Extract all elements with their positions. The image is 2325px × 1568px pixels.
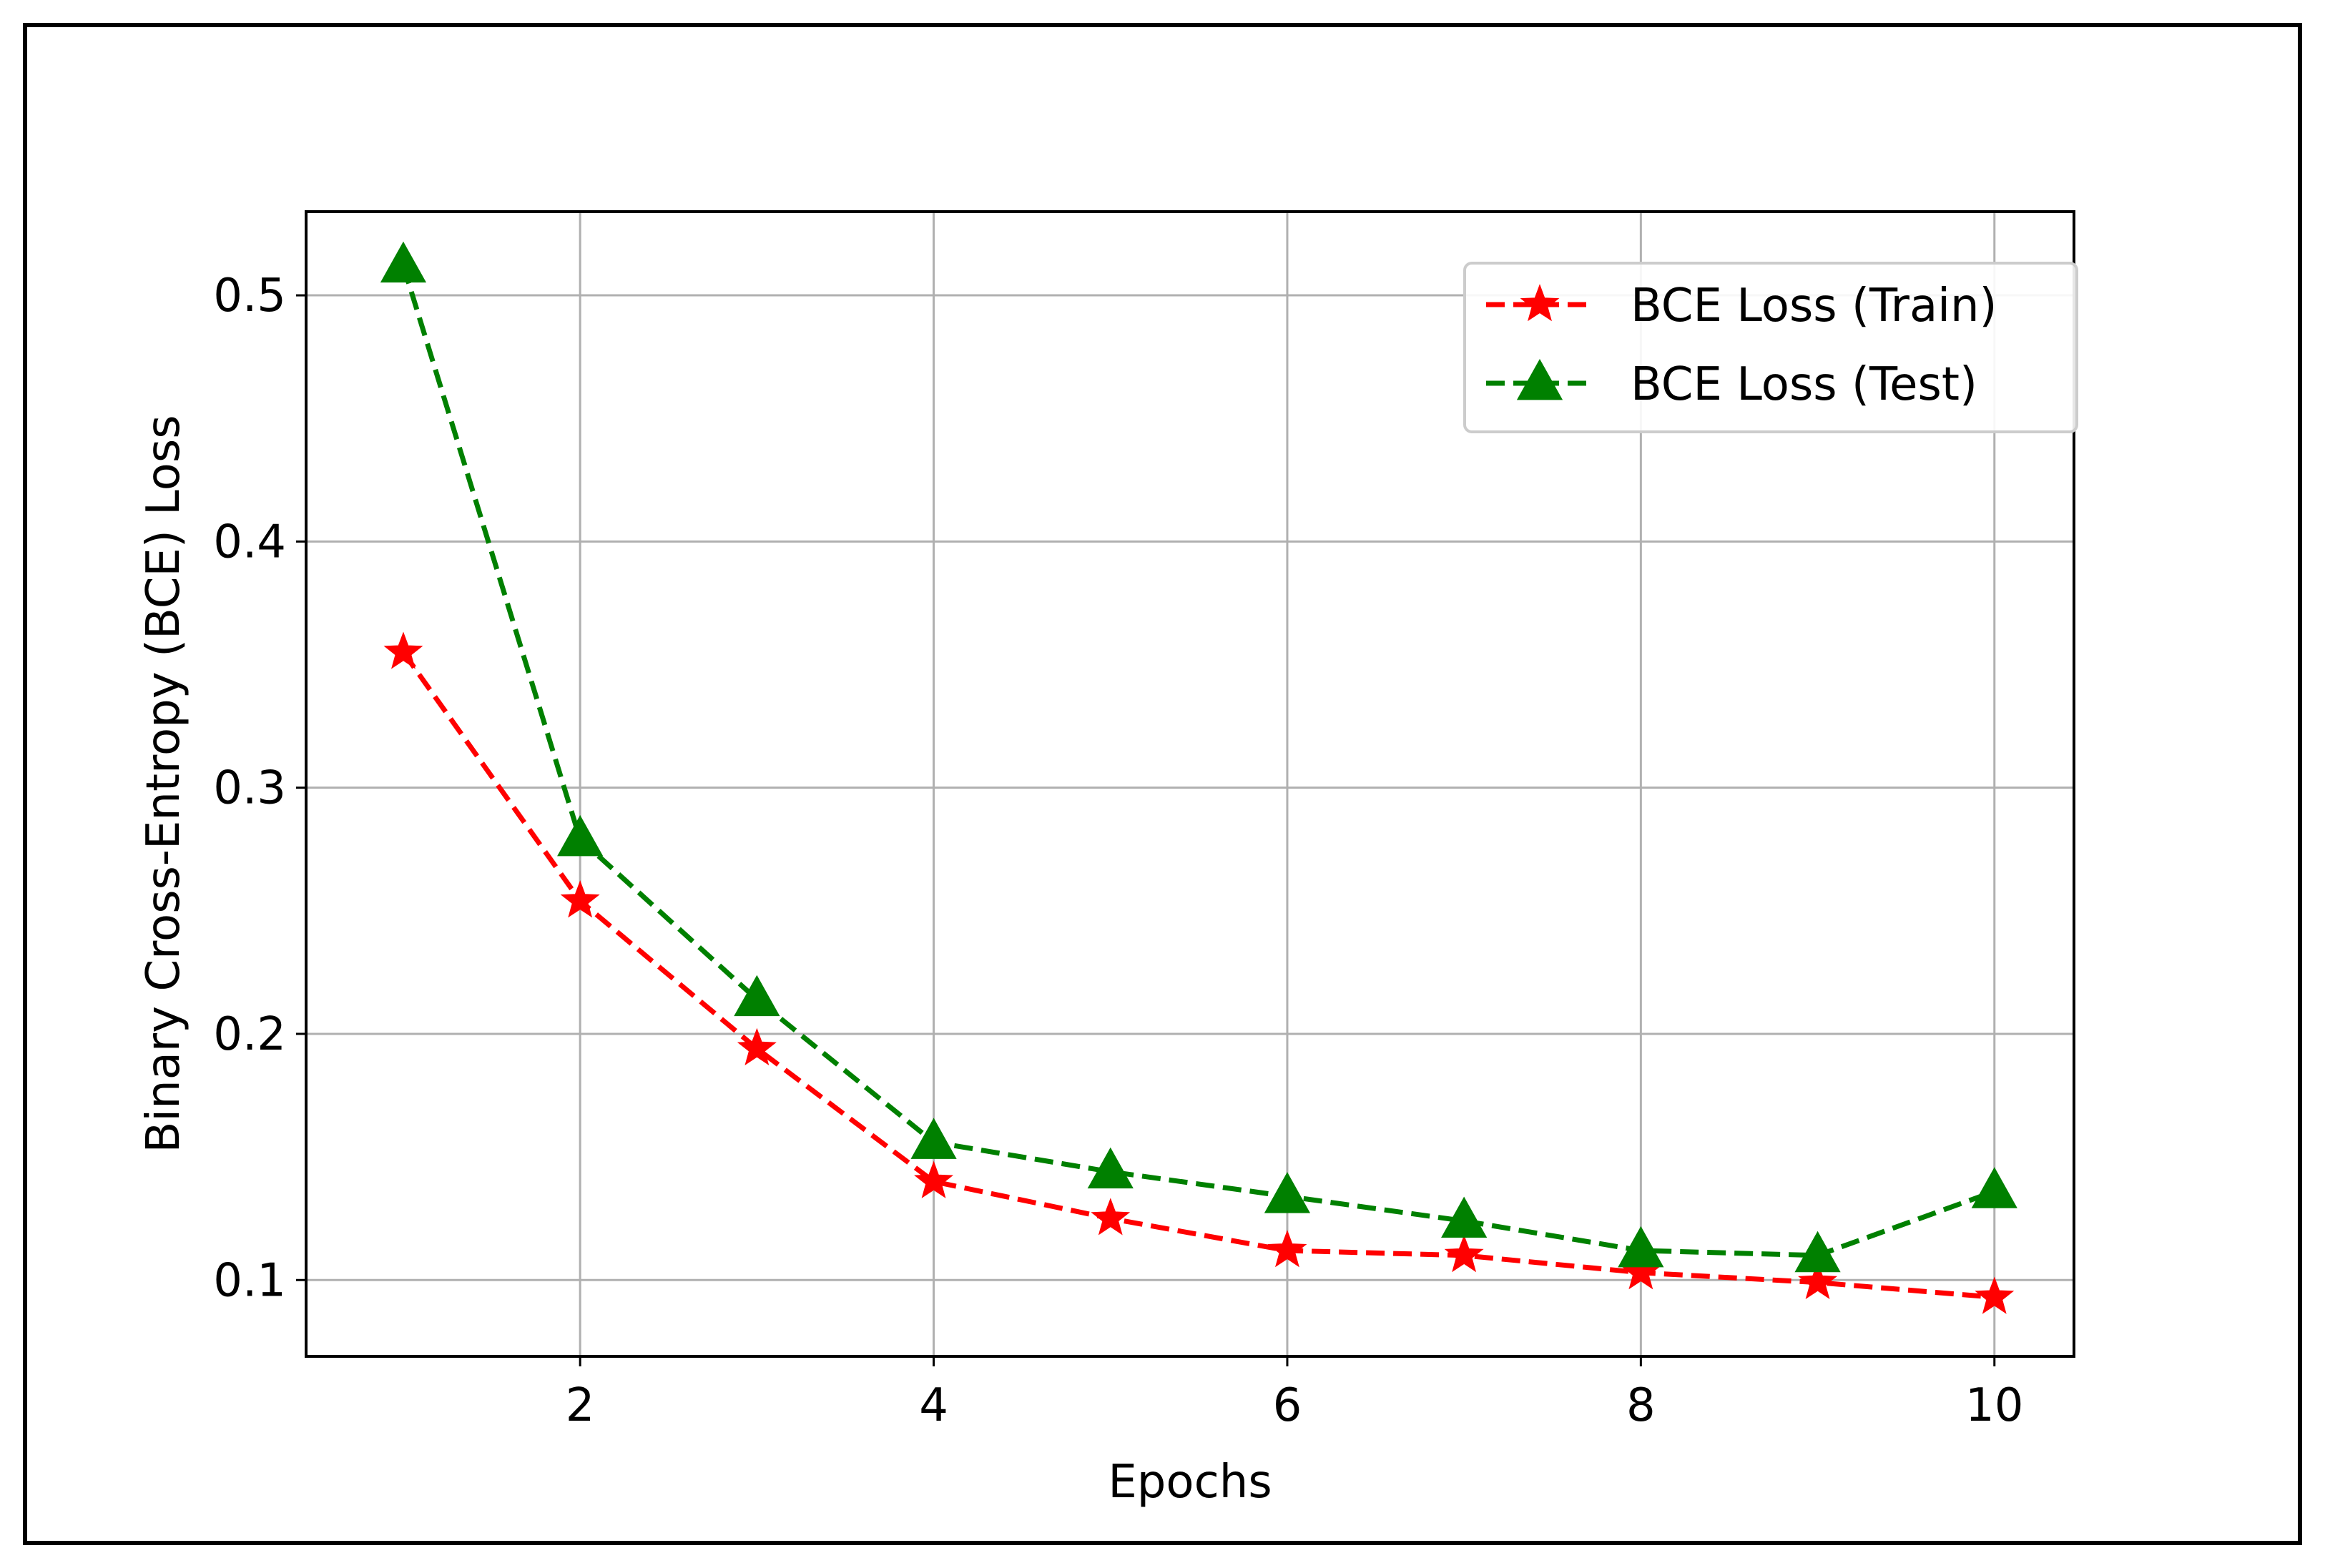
triangle-marker <box>557 814 604 857</box>
star-marker <box>1798 1261 1838 1300</box>
y-tick-label: 0.5 <box>213 270 286 322</box>
x-tick-label: 4 <box>919 1379 948 1432</box>
star-marker <box>1444 1234 1484 1273</box>
y-tick-label: 0.4 <box>213 516 286 568</box>
star-marker <box>560 880 600 918</box>
x-tick-label: 10 <box>1965 1379 2023 1432</box>
legend-label: BCE Loss (Train) <box>1631 280 1997 332</box>
ticks: 2 4 6 8 10 0.1 0.2 0.3 0.4 0.5 <box>213 270 2023 1432</box>
series-line <box>401 651 1995 1300</box>
triangle-marker <box>1971 1167 2017 1208</box>
star-icon <box>1520 284 1560 322</box>
triangle-marker <box>910 1118 957 1159</box>
series-test <box>380 241 2017 1273</box>
series-train <box>383 631 2015 1314</box>
series-line <box>400 265 1995 1258</box>
y-axis-label: Binary Cross-Entropy (BCE) Loss <box>137 415 190 1153</box>
triangle-icon <box>1516 358 1563 400</box>
figure-frame: 2 4 6 8 10 0.1 0.2 0.3 0.4 0.5 Epochs Binary Cros… <box>23 23 2302 1545</box>
triangle-marker <box>1087 1147 1134 1189</box>
star-marker <box>914 1160 954 1198</box>
star-marker <box>1091 1198 1131 1236</box>
triangle-marker <box>1441 1196 1488 1238</box>
legend-entry: BCE Loss (Test) <box>1486 358 1977 411</box>
triangle-marker <box>1264 1172 1311 1213</box>
legend-box <box>1463 262 2078 433</box>
x-axis-label: Epochs <box>1108 1456 1272 1509</box>
y-tick-label: 0.3 <box>213 762 286 815</box>
star-marker <box>383 631 423 669</box>
star-marker <box>737 1027 777 1066</box>
star-marker <box>1267 1230 1307 1268</box>
x-tick-label: 2 <box>566 1379 595 1432</box>
line-chart: 2 4 6 8 10 0.1 0.2 0.3 0.4 0.5 Epochs Binary Cros… <box>137 210 2078 1509</box>
x-tick-label: 6 <box>1273 1379 1302 1432</box>
y-tick-label: 0.1 <box>213 1254 286 1307</box>
star-marker <box>1975 1276 2015 1314</box>
legend-entry: BCE Loss (Train) <box>1486 280 1997 332</box>
triangle-marker <box>1794 1231 1841 1273</box>
triangle-marker <box>380 241 427 283</box>
triangle-marker <box>734 975 780 1017</box>
legend-label: BCE Loss (Test) <box>1631 358 1977 411</box>
x-tick-label: 8 <box>1626 1379 1656 1432</box>
legend: BCE Loss (Train) BCE Loss (Test) <box>1463 262 2078 433</box>
series-layer <box>380 241 2017 1314</box>
triangle-marker <box>1618 1226 1664 1268</box>
axes-frame <box>305 210 2075 1358</box>
y-tick-label: 0.2 <box>213 1008 286 1061</box>
